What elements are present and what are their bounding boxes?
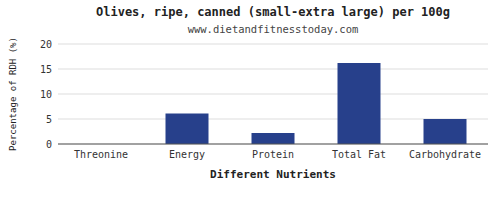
x-axis-label: Different Nutrients [210,168,336,181]
subtitle: www.dietandfitnesstoday.com [188,23,359,35]
bar [424,119,467,144]
bar [252,133,295,144]
x-tick-label: Total Fat [332,149,386,160]
bar [338,63,381,144]
grid-line [58,69,488,70]
y-tick-label: 0 [46,139,52,150]
x-axis-line [58,144,488,145]
grid-line [58,94,488,95]
bar [166,114,209,145]
grid-line [58,144,488,145]
grid-line [58,44,488,45]
chart: Olives, ripe, canned (small-extra large)… [0,0,500,200]
y-axis: 0 5 10 15 20 [40,39,488,150]
title: Olives, ripe, canned (small-extra large)… [96,5,450,19]
y-tick-label: 20 [40,39,52,50]
x-tick-label: Carbohydrate [409,149,481,160]
y-tick-label: 15 [40,64,52,75]
x-tick-label: Threonine [74,149,128,160]
x-tick-label: Energy [169,149,205,160]
y-tick-label: 5 [46,114,52,125]
bars [166,63,467,144]
x-tick-label: Protein [252,149,294,160]
chart-container: Olives, ripe, canned (small-extra large)… [0,0,500,200]
y-tick-label: 10 [40,89,52,100]
x-axis: Threonine Energy Protein Total Fat Carbohydr… [74,149,481,160]
y-axis-label: Percentage of RDH (%) [8,37,18,151]
